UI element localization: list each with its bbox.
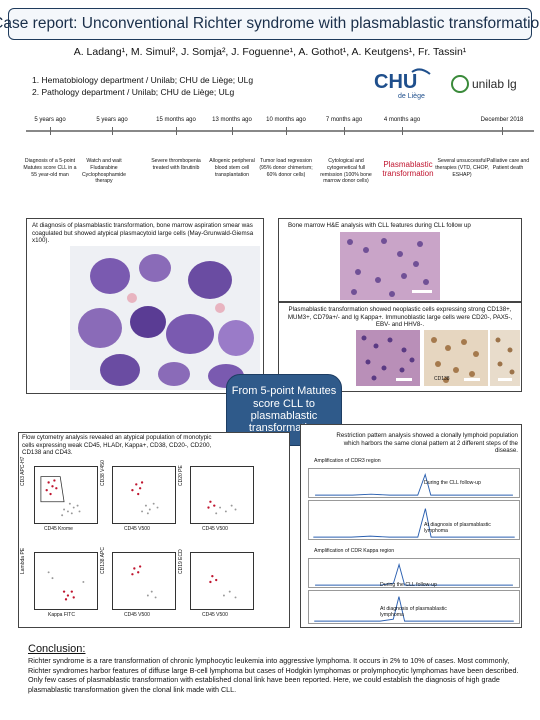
timeline-line bbox=[26, 130, 534, 132]
affiliation-2: 2. Pathology department / Unilab; CHU de… bbox=[32, 87, 235, 97]
flow-plot-5-xlabel: CD45 V500 bbox=[124, 612, 150, 618]
flow-plot-5-ylabel: CD138 APC bbox=[100, 547, 106, 574]
timeline-tick bbox=[50, 127, 51, 135]
ihc-micrograph-cd138 bbox=[424, 330, 488, 386]
clonality-caption: Restriction pattern analysis showed a cl… bbox=[336, 432, 518, 455]
amp-cdr3-label: Amplification of CDR3 region bbox=[314, 458, 381, 464]
timeline-event: Several unsuccessful therapies (VTD, CHO… bbox=[435, 158, 489, 178]
kappa-diagnosis-label: At diagnosis of plasmablastic lymphoma bbox=[380, 606, 447, 618]
chu-logo-sub: de Liège bbox=[398, 93, 425, 100]
chu-liege-logo: CHU de Liège bbox=[374, 68, 431, 100]
timeline-date: 5 years ago bbox=[34, 117, 66, 123]
cdr3-trace-diagnosis bbox=[308, 500, 520, 540]
flow-plot-1-xlabel: CD45 Krome bbox=[44, 526, 73, 532]
flow-plot-4-ylabel: Lambda PE bbox=[20, 547, 26, 574]
flow-plot-2-ylabel: CD38 V450 bbox=[100, 460, 106, 486]
flow-plot-3-ylabel: CD20 PE bbox=[178, 465, 184, 486]
flow-plot-1 bbox=[34, 466, 98, 524]
conclusion-title: Conclusion: bbox=[28, 643, 86, 655]
cdr3-diagnosis-label: At diagnosis of plasmablastic lymphoma bbox=[424, 522, 491, 534]
timeline-event: Watch and wait Fludarabine Cyclophospham… bbox=[81, 158, 127, 185]
smear-caption: At diagnosis of plasmablastic transforma… bbox=[32, 222, 254, 245]
kappa-trace-followup bbox=[308, 558, 520, 588]
timeline-dates: 5 years ago 5 years ago 15 months ago 13… bbox=[0, 117, 540, 131]
flow-plot-4-xlabel: Kappa FITC bbox=[48, 612, 75, 618]
ihc-micrograph-kappa bbox=[490, 330, 520, 386]
timeline-tick bbox=[232, 127, 233, 135]
flow-plot-6-xlabel: CD45 V500 bbox=[202, 612, 228, 618]
timeline-date: 5 years ago bbox=[96, 117, 128, 123]
timeline-date: December 2018 bbox=[480, 117, 524, 123]
timeline-event-highlight: Plasmablastic transformation bbox=[382, 160, 434, 178]
unilab-logo-text: unilab lg bbox=[472, 77, 517, 91]
timeline-date: 7 months ago bbox=[325, 117, 363, 123]
timeline-tick bbox=[176, 127, 177, 135]
timeline-event: Diagnosis of a 5-point Matutes score CLL… bbox=[23, 158, 77, 178]
unilab-logo: unilab lg bbox=[451, 75, 517, 93]
timeline-tick bbox=[344, 127, 345, 135]
amp-kappa-label: Amplification of CDR Kappa region bbox=[314, 548, 395, 554]
flow-plot-2-xlabel: CD45 V500 bbox=[124, 526, 150, 532]
affiliation-1: 1. Hematobiology department / Unilab; CH… bbox=[32, 75, 254, 85]
flow-caption: Flow cytometry analysis revealed an atyp… bbox=[22, 434, 212, 457]
cdr3-trace-followup bbox=[308, 468, 520, 498]
flow-plot-4 bbox=[34, 552, 98, 610]
timeline-tick bbox=[286, 127, 287, 135]
flow-plot-6-ylabel: CD19 ECD bbox=[178, 549, 184, 574]
timeline-date: 13 months ago bbox=[212, 117, 252, 123]
flow-plot-3 bbox=[190, 466, 254, 524]
timeline-date: 10 months ago bbox=[266, 117, 306, 123]
cdr3-followup-label: During the CLL follow-up bbox=[424, 480, 481, 486]
flow-plot-2 bbox=[112, 466, 176, 524]
kappa-trace-diagnosis bbox=[308, 590, 520, 624]
kappa-followup-label: During the CLL follow-up bbox=[380, 582, 437, 588]
timeline-event: Severe thrombopenia treated with Ibrutin… bbox=[151, 158, 201, 171]
timeline-tick bbox=[112, 127, 113, 135]
ihc-cd138-label: CD138 bbox=[434, 376, 450, 382]
poster-title: Case report: Unconventional Richter synd… bbox=[0, 15, 540, 32]
timeline-event: Tumor load regression (95% donor chimeri… bbox=[259, 158, 313, 178]
flow-plot-6 bbox=[190, 552, 254, 610]
title-box: Case report: Unconventional Richter synd… bbox=[0, 8, 540, 40]
he-micrograph-1 bbox=[340, 232, 440, 300]
conclusion-body: Richter syndrome is a rare transformatio… bbox=[28, 656, 519, 694]
he-caption: Bone marrow H&E analysis with CLL featur… bbox=[288, 222, 471, 229]
ihc-micrograph-he bbox=[356, 330, 420, 386]
ihc-caption: Plasmablastic transformation showed neop… bbox=[287, 306, 513, 329]
timeline-tick bbox=[402, 127, 403, 135]
authors: A. Ladang¹, M. Simul², J. Somja², J. Fog… bbox=[73, 46, 467, 58]
timeline-event: Cytological and cytogenetical full remis… bbox=[320, 158, 372, 185]
timeline-event: Allogenic peripheral blood stem cell tra… bbox=[209, 158, 255, 178]
timeline-date: 4 months ago bbox=[383, 117, 421, 123]
flow-plot-5 bbox=[112, 552, 176, 610]
flow-plot-1-ylabel: CD3 APC-H7 bbox=[20, 456, 26, 486]
timeline-tick bbox=[502, 127, 503, 135]
chu-logo-text: CHU bbox=[374, 71, 417, 93]
flow-plot-3-xlabel: CD45 V500 bbox=[202, 526, 228, 532]
timeline-event: Palliative care and Patient death bbox=[486, 158, 530, 171]
smear-micrograph bbox=[70, 246, 260, 390]
timeline-date: 15 months ago bbox=[156, 117, 196, 123]
